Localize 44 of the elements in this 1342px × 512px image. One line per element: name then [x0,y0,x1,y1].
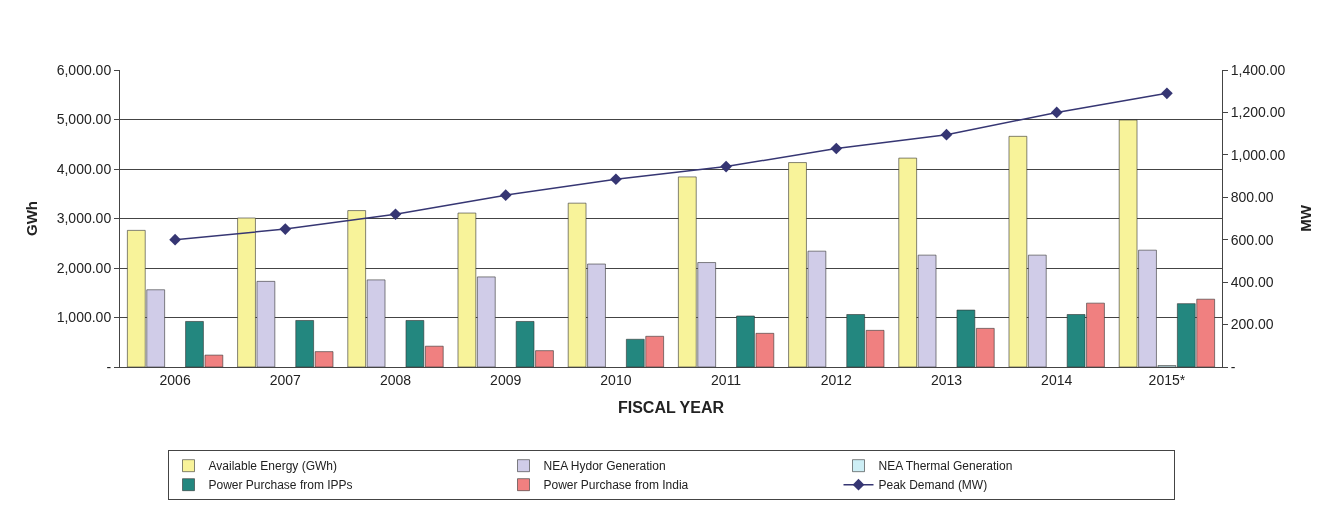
y2-tick-label: - [1230,358,1236,375]
y-tick-label: 6,000.00 [56,61,112,78]
point [389,208,402,221]
y-tick-label: 1,000.00 [56,309,112,326]
legend-label: Power Purchase from IPPs [208,478,353,493]
y2-tick-label: 800.00 [1230,189,1274,206]
x-axis-title: FISCAL YEAR [617,399,725,417]
legend-label: Power Purchase from India [543,478,689,493]
x-tick-label: 2015* [1148,371,1186,388]
y2-tick-label: 400.00 [1230,274,1274,291]
y2-tick-label: 1,400.00 [1230,61,1286,78]
point [720,160,732,173]
point [499,189,512,202]
y-tick-label: 4,000.00 [56,160,112,177]
point [610,173,622,186]
y2-axis-title: MW [1296,204,1314,232]
y-axis-title: GWh [22,201,40,236]
legend-label: NEA Thermal Generation [878,459,1013,474]
point [169,233,181,246]
point [1050,106,1063,119]
point [279,223,292,235]
y-tick-label: 3,000.00 [56,210,112,227]
x-tick-label: 2006 [159,371,191,388]
y2-tick-label: 200.00 [1230,316,1274,333]
x-tick-label: 2012 [820,371,853,388]
x-tick-label: 2009 [490,371,522,388]
legend-label: Available Energy (GWh) [208,459,337,474]
x-tick-label: 2008 [379,371,412,388]
y-tick-label: 2,000.00 [56,259,112,276]
y2-tick-label: 1,200.00 [1230,104,1286,121]
x-tick-label: 2007 [269,371,302,388]
legend-label: NEA Hydor Generation [543,459,666,474]
point [1161,87,1173,100]
point [940,128,953,141]
y-tick-label: 5,000.00 [56,111,112,128]
y2-tick-label: 600.00 [1230,231,1274,248]
y2-tick-label: 1,000.00 [1230,146,1286,163]
x-tick-label: 2011 [711,371,742,388]
x-tick-label: 2013 [930,371,963,388]
legend-label: Peak Demand (MW) [878,478,988,493]
x-tick-label: 2014 [1041,371,1073,388]
y-tick-label: - [106,358,112,375]
x-tick-label: 2010 [600,371,632,388]
point [830,142,843,155]
